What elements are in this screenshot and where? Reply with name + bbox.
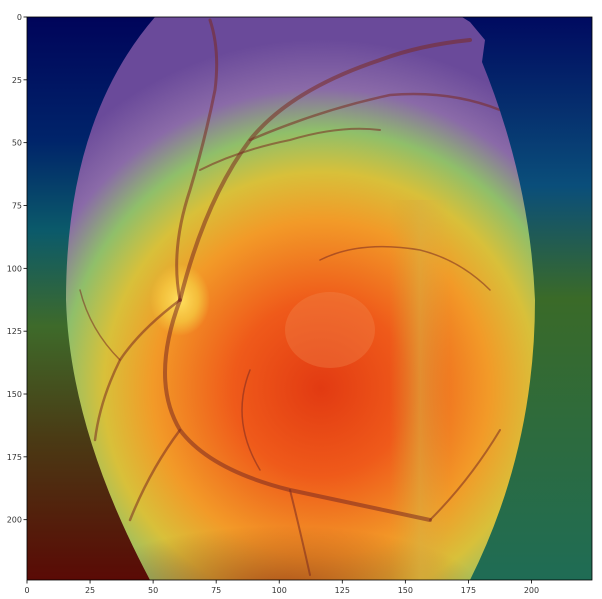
fundus-image: [66, 17, 535, 580]
axes-frame: [26, 16, 593, 581]
y-tick-label: 75: [12, 202, 22, 211]
y-tick-label: 25: [12, 76, 22, 85]
x-tick-label: 50: [148, 586, 158, 595]
x-tick-label: 75: [211, 586, 221, 595]
y-tick-label: 200: [7, 516, 22, 525]
x-tick-label: 150: [398, 586, 413, 595]
x-tick-label: 200: [524, 586, 539, 595]
y-axis: 0 25 50 75 100 125 150 175 200: [7, 13, 27, 525]
x-tick-label: 175: [461, 586, 476, 595]
lesion-area: [285, 292, 375, 368]
x-tick-label: 0: [24, 586, 29, 595]
y-tick-label: 150: [7, 390, 22, 399]
x-axis: 0 25 50 75 100 125 150 175 200: [24, 580, 539, 595]
x-tick-label: 100: [272, 586, 287, 595]
y-tick-label: 175: [7, 453, 22, 462]
x-tick-label: 25: [85, 586, 95, 595]
blood-vessels: [79, 18, 502, 576]
y-tick-label: 0: [17, 13, 22, 22]
y-tick-label: 125: [7, 327, 22, 336]
y-tick-label: 50: [12, 139, 22, 148]
x-tick-label: 125: [335, 586, 350, 595]
y-tick-label: 100: [7, 264, 22, 273]
plot-area: [27, 17, 592, 580]
